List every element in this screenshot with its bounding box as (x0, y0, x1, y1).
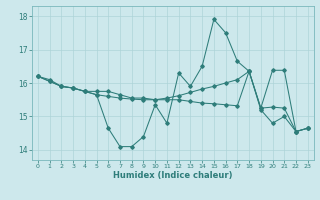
X-axis label: Humidex (Indice chaleur): Humidex (Indice chaleur) (113, 171, 233, 180)
